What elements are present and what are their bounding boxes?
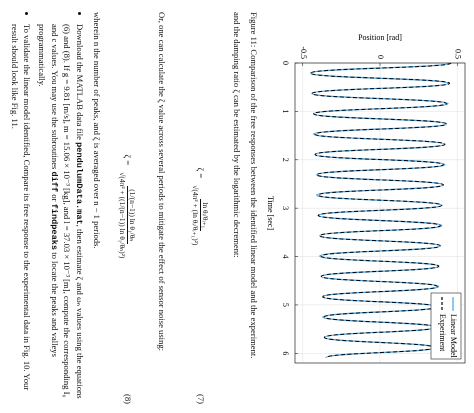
- paragraph: Or, one can calculate the ζ value across…: [157, 12, 167, 352]
- y-tick-label: 0: [376, 55, 385, 59]
- caption: Figure 11: Comparison of the free respon…: [249, 12, 259, 359]
- numerator: (1/(n−1)) ln θ₁/θₙ: [127, 186, 138, 245]
- code: pendulumData.mat: [74, 142, 84, 225]
- code: findpeaks: [49, 203, 59, 251]
- bullet-list: Download the MATLAB data file pendulumDa…: [6, 12, 86, 404]
- text: or: [50, 192, 60, 204]
- denominator: √(4π² + (ln θᵢ/θᵢ₊₁)²): [191, 185, 201, 246]
- plot-frame: [294, 62, 466, 364]
- equation-number: (8): [123, 393, 133, 404]
- paragraph: and the damping ratio ζ can be estimated…: [232, 12, 242, 258]
- equation: ζ = ln θᵢ/θᵢ₊₁ √(4π² + (ln θᵢ/θᵢ₊₁)²) (7): [186, 12, 216, 404]
- x-tick-label: 3: [281, 206, 290, 210]
- equation-lhs: ζ =: [123, 154, 133, 166]
- bullet: To validate the linear model identified,…: [9, 24, 33, 404]
- legend-label: Experiment: [438, 314, 447, 352]
- y-axis-label: Position [rad]: [358, 33, 402, 42]
- code: diff: [49, 171, 59, 193]
- fraction: ln θᵢ/θᵢ₊₁ √(4π² + (ln θᵢ/θᵢ₊₁)²): [192, 182, 211, 248]
- x-tick-label: 5: [281, 303, 290, 307]
- x-tick-label: 1: [281, 109, 290, 113]
- text: Download the MATLAB data file: [75, 24, 85, 143]
- fraction: (1/(n−1)) ln θ₁/θₙ √(4π² + ((1/(n−1)) ln …: [119, 169, 138, 261]
- y-tick-label: 0.5: [453, 49, 462, 59]
- x-axis-label: Time [sec]: [266, 196, 275, 230]
- x-tick-label: 0: [281, 61, 290, 65]
- numerator: ln θᵢ/θᵢ₊₁: [200, 199, 211, 232]
- equation-number: (7): [196, 393, 206, 404]
- y-tick-label: -0.5: [299, 46, 308, 59]
- figure: 0 1 2 3 4 5 6 -0.5 0 0.5 Time [sec] Position [rad] L…: [266, 33, 466, 364]
- x-tick-label: 2: [281, 158, 290, 162]
- equation-lhs: ζ =: [196, 167, 206, 179]
- series-line: [309, 62, 452, 359]
- x-tick-label: 4: [281, 255, 290, 259]
- legend-label: Linear Model: [449, 314, 458, 359]
- bullet: Download the MATLAB data file pendulumDa…: [36, 24, 86, 404]
- denominator: √(4π² + ((1/(n−1)) ln θ₁/θₙ)²): [118, 172, 128, 259]
- text: To validate the linear model identified,…: [10, 24, 32, 391]
- paragraph: wherein n the number of peaks, and ζ is …: [92, 12, 102, 249]
- equation: ζ = (1/(n−1)) ln θ₁/θₙ √(4π² + ((1/(n−1))…: [113, 12, 143, 404]
- x-tick-label: 6: [281, 351, 290, 355]
